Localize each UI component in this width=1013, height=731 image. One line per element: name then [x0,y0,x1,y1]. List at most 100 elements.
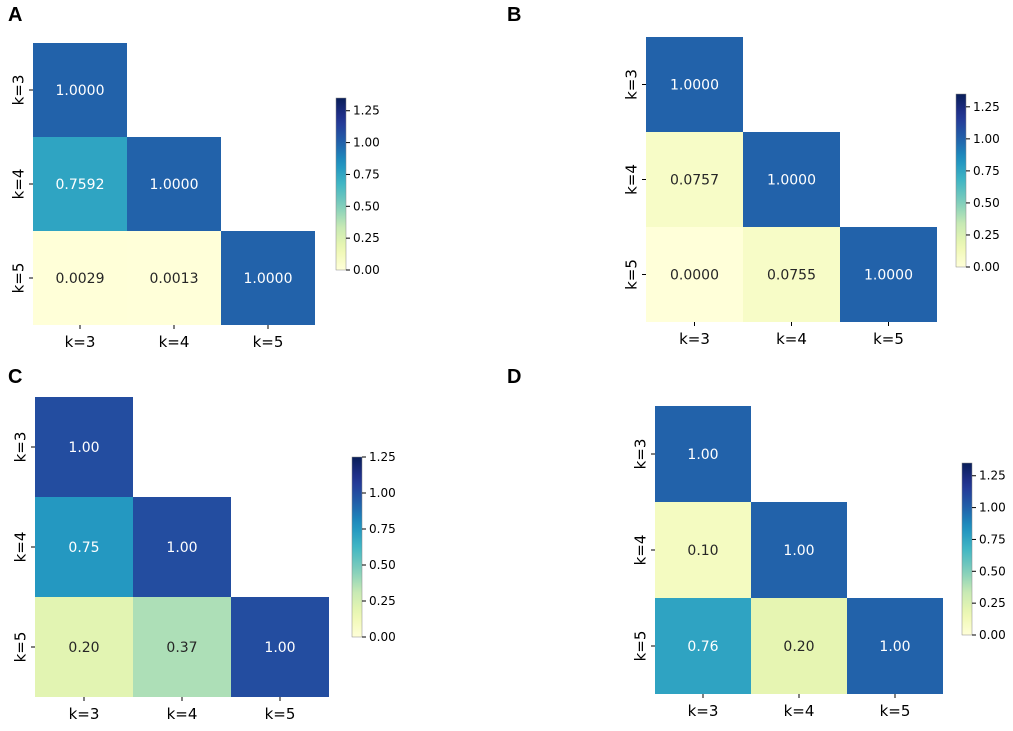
colorbar [961,462,973,636]
cell-value-label: 0.0029 [56,271,105,287]
colorbar-tick-label: 1.00 [369,486,396,500]
colorbar-tick-label: 1.25 [973,100,1000,114]
panel-letter-b: B [507,4,522,26]
heatmap-cell [646,227,743,322]
heatmap-cell [35,597,133,697]
heatmap-cell [646,132,743,227]
colorbar [351,456,363,638]
row-label: k=3 [632,439,650,470]
row-label: k=5 [632,631,650,662]
cell-value-label: 1.0000 [244,271,293,287]
panel-letter-a: A [8,4,23,26]
cell-value-label: 1.00 [166,540,197,556]
heatmap-b: 1.0000 0.0757 1.0000 0.0000 0.0755 1.0000 k=3 k… [623,37,1000,348]
cell-value-label: 1.0000 [670,78,719,94]
heatmap-cell [751,502,847,598]
panel-letter-d: D [507,366,522,388]
colorbar-tick-label: 0.00 [353,263,380,277]
cell-value-label: 0.10 [687,543,718,559]
cell-value-label: 0.37 [166,640,197,656]
heatmap-a: 1.0000 0.7592 1.0000 0.0029 0.0013 1.0000 k=3 k… [10,43,380,351]
cell-value-label: 0.0000 [670,268,719,284]
cell-value-label: 1.00 [68,440,99,456]
colorbar-tick-label: 1.25 [353,104,380,118]
col-label: k=5 [873,330,904,348]
colorbar-tick-label: 0.50 [353,199,380,213]
row-label: k=3 [12,432,30,463]
colorbar-tick-label: 1.25 [369,450,396,464]
colorbar-tick-label: 0.75 [353,167,380,181]
col-label: k=5 [880,702,911,720]
cell-value-label: 0.0013 [150,271,199,287]
heatmap-cell [33,137,127,231]
colorbar-tick-label: 0.75 [979,532,1006,546]
heatmap-cell [33,231,127,325]
col-label: k=3 [65,333,96,351]
heatmap-cell [655,598,751,694]
heatmap-cell [743,227,840,322]
row-label: k=5 [623,259,641,290]
cell-value-label: 1.00 [687,447,718,463]
colorbar-tick-label: 0.50 [369,558,396,572]
cell-value-label: 1.0000 [767,173,816,189]
heatmap-cell [655,406,751,502]
heatmap-cell [35,397,133,497]
col-label: k=3 [69,705,100,723]
heatmap-cell [127,231,221,325]
row-label: k=3 [10,75,28,106]
colorbar-tick-label: 0.00 [369,630,396,644]
row-label: k=4 [12,532,30,563]
cell-value-label: 1.00 [879,639,910,655]
col-label: k=3 [688,702,719,720]
heatmap-cell [231,597,329,697]
colorbar-tick-label: 0.75 [369,522,396,536]
colorbar-tick-label: 0.25 [973,228,1000,242]
colorbar [955,93,967,268]
col-label: k=4 [784,702,815,720]
colorbar-tick-label: 1.00 [353,136,380,150]
colorbar-tick-label: 0.25 [353,231,380,245]
colorbar [335,97,347,271]
colorbar-tick-label: 1.25 [979,469,1006,483]
cell-value-label: 0.0755 [767,268,816,284]
cell-value-label: 0.75 [68,540,99,556]
col-label: k=4 [159,333,190,351]
colorbar-tick-label: 0.75 [973,164,1000,178]
heatmap-cell [33,43,127,137]
colorbar-tick-label: 0.00 [979,628,1006,642]
heatmap-cell [751,598,847,694]
colorbar-tick-label: 0.00 [973,260,1000,274]
cell-value-label: 0.20 [68,640,99,656]
heatmap-cell [127,137,221,231]
row-label: k=4 [632,535,650,566]
cell-value-label: 0.0757 [670,173,719,189]
panel-letter-c: C [8,366,23,388]
row-label: k=3 [623,69,641,100]
col-label: k=5 [265,705,296,723]
col-label: k=4 [776,330,807,348]
heatmap-cell [133,597,231,697]
heatmap-cell [655,502,751,598]
row-label: k=5 [12,632,30,663]
cell-value-label: 1.00 [783,543,814,559]
heatmap-cell [646,37,743,132]
row-label: k=4 [10,169,28,200]
col-label: k=5 [253,333,284,351]
cell-value-label: 1.00 [264,640,295,656]
heatmap-cell [35,497,133,597]
cell-value-label: 0.7592 [56,177,105,193]
row-label: k=5 [10,263,28,294]
colorbar-tick-label: 0.50 [973,196,1000,210]
colorbar-tick-label: 0.25 [979,596,1006,610]
cell-value-label: 1.0000 [864,268,913,284]
heatmap-cell [847,598,943,694]
colorbar-tick-label: 0.25 [369,594,396,608]
row-label: k=4 [623,164,641,195]
colorbar-tick-label: 1.00 [973,132,1000,146]
heatmap-cell [743,132,840,227]
heatmap-cell [840,227,937,322]
colorbar-tick-label: 0.50 [979,564,1006,578]
col-label: k=3 [679,330,710,348]
